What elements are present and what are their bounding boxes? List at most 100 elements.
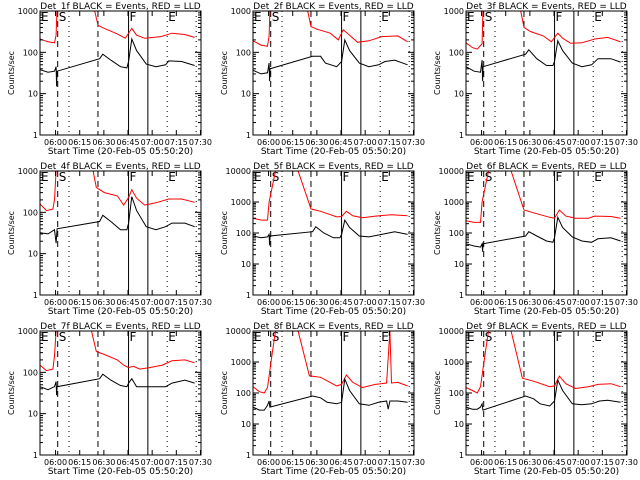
event-marker-label: E xyxy=(467,330,475,344)
x-tick-label: 07:30 xyxy=(189,458,212,467)
x-tick-label: 06:15 xyxy=(68,458,91,467)
y-axis-label: Counts/sec xyxy=(220,211,229,255)
x-tick-label: 07:00 xyxy=(567,138,590,147)
series-events-line xyxy=(252,218,408,246)
event-marker-label: E xyxy=(254,330,262,344)
x-axis-subtitle: Start Time (20-Feb-05 05:50:20) xyxy=(48,147,193,157)
y-tick-label: 100 xyxy=(23,368,38,377)
y-tick-label: 100 xyxy=(449,229,464,238)
x-tick-label: 07:00 xyxy=(141,298,164,307)
event-marker-label: E xyxy=(254,170,262,184)
y-axis-label: Counts/sec xyxy=(7,371,16,415)
y-tick-label: 1000 xyxy=(231,358,251,367)
x-tick-label: 07:30 xyxy=(402,138,425,147)
y-tick-label: 10 xyxy=(454,90,464,99)
y-tick-label: 10 xyxy=(241,420,251,429)
x-tick-label: 06:45 xyxy=(542,138,565,147)
y-tick-label: 10 xyxy=(454,260,464,269)
x-tick-label: 07:30 xyxy=(402,458,425,467)
series-events-line xyxy=(465,39,621,82)
x-tick-label: 07:30 xyxy=(189,298,212,307)
x-axis-subtitle: Start Time (20-Feb-05 05:50:20) xyxy=(474,467,619,477)
event-marker-label: E xyxy=(381,330,389,344)
series-lld-line xyxy=(465,330,621,394)
panel-title: Det_7f BLACK = Events, RED = LLD xyxy=(40,322,200,332)
plot-frame xyxy=(39,330,202,456)
x-tick-label: 06:30 xyxy=(518,298,541,307)
series-events-line xyxy=(465,378,621,411)
y-tick-label: 1000 xyxy=(231,7,251,16)
y-tick-label: 10 xyxy=(241,90,251,99)
series-lld-line xyxy=(252,330,408,394)
event-marker-label: E xyxy=(381,170,389,184)
x-tick-label: 06:00 xyxy=(257,458,280,467)
series-lld-line xyxy=(39,10,195,44)
x-tick-label: 07:00 xyxy=(354,138,377,147)
x-tick-label: 06:30 xyxy=(305,138,328,147)
panel-title: Det_3f BLACK = Events, RED = LLD xyxy=(466,2,626,12)
plot-frame xyxy=(465,330,628,456)
y-tick-label: 1 xyxy=(33,291,38,300)
event-marker-label: S xyxy=(272,330,280,344)
x-tick-label: 07:15 xyxy=(591,458,614,467)
y-tick-label: 10 xyxy=(28,250,38,259)
x-tick-label: 06:00 xyxy=(44,298,67,307)
y-tick-label: 1 xyxy=(33,451,38,460)
x-tick-label: 06:15 xyxy=(281,458,304,467)
series-lld-line xyxy=(465,10,621,50)
x-tick-label: 07:00 xyxy=(354,458,377,467)
x-tick-label: 06:30 xyxy=(92,138,115,147)
y-tick-label: 100 xyxy=(23,208,38,217)
plot-frame xyxy=(252,330,415,456)
event-marker-label: S xyxy=(272,10,280,24)
event-marker-label: E xyxy=(41,330,49,344)
x-tick-label: 07:15 xyxy=(378,458,401,467)
x-tick-label: 06:45 xyxy=(542,458,565,467)
x-tick-label: 06:45 xyxy=(116,298,139,307)
x-tick-label: 06:00 xyxy=(44,138,67,147)
y-tick-label: 1 xyxy=(459,131,464,140)
x-tick-label: 07:00 xyxy=(141,138,164,147)
x-tick-label: 06:45 xyxy=(542,298,565,307)
y-tick-label: 10000 xyxy=(439,167,464,176)
event-marker-label: F xyxy=(556,330,563,344)
y-tick-label: 10000 xyxy=(439,327,464,336)
x-tick-label: 07:00 xyxy=(141,458,164,467)
y-tick-label: 1 xyxy=(459,451,464,460)
x-axis-subtitle: Start Time (20-Feb-05 05:50:20) xyxy=(261,467,406,477)
panel-title: Det_5f BLACK = Events, RED = LLD xyxy=(253,162,413,172)
series-events-line xyxy=(39,196,195,244)
y-tick-label: 1 xyxy=(246,291,251,300)
plot-frame xyxy=(252,10,415,136)
series-lld-line xyxy=(252,10,408,47)
event-marker-label: F xyxy=(343,10,350,24)
y-tick-label: 1000 xyxy=(444,7,464,16)
x-tick-label: 07:30 xyxy=(615,458,638,467)
y-axis-label: Counts/sec xyxy=(220,51,229,95)
x-tick-label: 07:00 xyxy=(567,298,590,307)
series-events-line xyxy=(39,37,195,87)
panel-title: Det_4f BLACK = Events, RED = LLD xyxy=(40,162,200,172)
series-lld-line xyxy=(39,330,195,372)
event-marker-label: E xyxy=(41,10,49,24)
x-tick-label: 06:45 xyxy=(116,458,139,467)
y-tick-label: 10 xyxy=(28,90,38,99)
y-tick-label: 100 xyxy=(236,48,251,57)
y-tick-label: 10 xyxy=(241,260,251,269)
event-marker-label: E xyxy=(168,10,176,24)
x-tick-label: 07:15 xyxy=(165,458,188,467)
x-axis-subtitle: Start Time (20-Feb-05 05:50:20) xyxy=(261,147,406,157)
y-tick-label: 1000 xyxy=(18,327,38,336)
series-events-line xyxy=(39,373,195,396)
y-tick-label: 100 xyxy=(236,389,251,398)
x-tick-label: 07:15 xyxy=(591,298,614,307)
y-axis-label: Counts/sec xyxy=(433,211,442,255)
event-marker-label: E xyxy=(594,330,602,344)
event-marker-label: S xyxy=(485,10,493,24)
y-tick-label: 100 xyxy=(23,48,38,57)
x-tick-label: 06:00 xyxy=(470,138,493,147)
y-axis-label: Counts/sec xyxy=(7,211,16,255)
